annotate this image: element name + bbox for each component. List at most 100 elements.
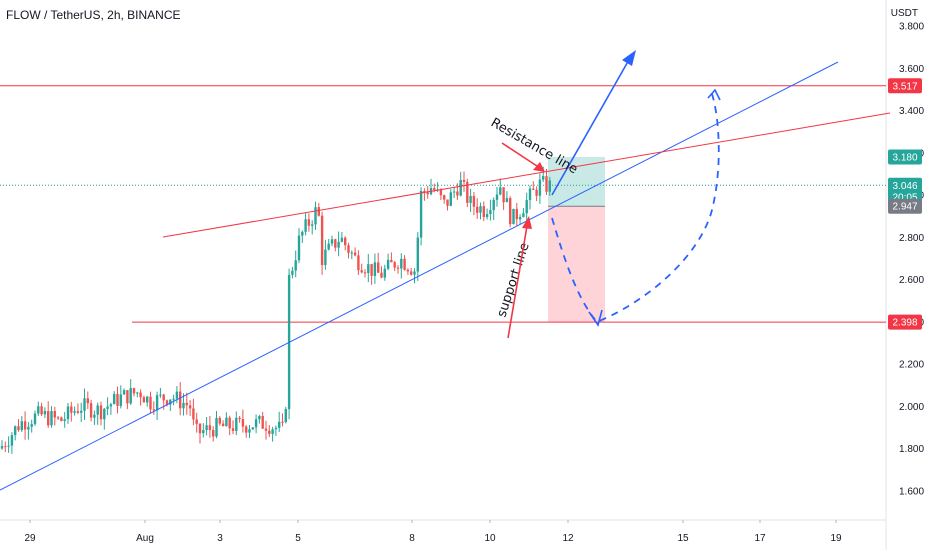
candle-body xyxy=(195,419,198,424)
time-tick-label: 3 xyxy=(217,533,223,544)
candle xyxy=(386,253,390,271)
candle-body xyxy=(89,403,93,418)
candle xyxy=(502,187,505,211)
candle-body xyxy=(268,430,271,434)
candle xyxy=(396,264,400,274)
candle xyxy=(383,264,386,281)
candle xyxy=(241,409,245,433)
candle xyxy=(367,253,370,283)
candle-body xyxy=(122,390,126,395)
candle xyxy=(439,188,443,201)
candle xyxy=(218,416,221,426)
candle xyxy=(106,397,109,416)
candle xyxy=(485,208,489,220)
candle xyxy=(182,393,185,416)
candle-body xyxy=(482,206,485,218)
candle xyxy=(512,208,515,225)
candle-body xyxy=(182,402,185,409)
candle xyxy=(344,236,347,251)
candle xyxy=(505,191,509,203)
candle xyxy=(297,228,301,264)
candle xyxy=(93,410,96,425)
candle-body xyxy=(198,423,202,434)
candle-body xyxy=(357,255,360,271)
candle xyxy=(53,406,56,426)
time-tick-label: 5 xyxy=(295,533,301,544)
candle-body xyxy=(50,411,53,426)
candle xyxy=(261,411,264,429)
candle-body xyxy=(126,390,129,404)
chart-title: FLOW / TetherUS, 2h, BINANCE xyxy=(6,8,181,22)
candle-body xyxy=(93,414,96,418)
candle-body xyxy=(396,267,400,269)
candle-body xyxy=(443,195,446,200)
candle xyxy=(271,426,274,442)
candle xyxy=(334,238,337,252)
candle-body xyxy=(337,241,340,248)
candle-body xyxy=(472,195,476,207)
candle-body xyxy=(83,398,86,411)
candle-body xyxy=(162,394,165,401)
candle-body xyxy=(60,417,63,421)
candle xyxy=(314,201,317,230)
candle xyxy=(99,401,103,426)
candle-body xyxy=(47,411,50,426)
candle xyxy=(142,395,146,403)
candle-body xyxy=(462,179,466,182)
candle-body xyxy=(202,430,205,434)
candle-body xyxy=(228,417,231,429)
resistance-pointer-arrow xyxy=(501,142,541,169)
candle-body xyxy=(106,406,109,409)
candle xyxy=(545,168,548,195)
candle xyxy=(357,250,360,276)
candle-body xyxy=(205,425,208,431)
candle-body xyxy=(419,190,423,238)
candle-body xyxy=(27,426,30,430)
time-axis[interactable]: 29 Aug 3 5 8 10 12 15 17 19 xyxy=(24,520,842,544)
candle xyxy=(231,420,235,435)
candle xyxy=(287,268,291,420)
candle-body xyxy=(330,239,334,244)
candle xyxy=(291,266,294,279)
candle xyxy=(320,211,324,275)
candle xyxy=(172,394,175,406)
candle xyxy=(139,389,142,406)
candle xyxy=(33,410,37,426)
candle-body xyxy=(20,421,23,431)
candle xyxy=(495,186,499,207)
candle-body xyxy=(334,239,337,248)
candle xyxy=(327,238,330,251)
candle-body xyxy=(116,393,119,406)
candle-body xyxy=(360,270,363,273)
candle-body xyxy=(245,426,248,433)
candle xyxy=(50,406,53,428)
candle xyxy=(235,411,238,436)
candle xyxy=(443,194,446,204)
candle xyxy=(126,389,129,410)
candle-body xyxy=(502,187,505,203)
candle xyxy=(43,407,47,419)
candle xyxy=(129,379,132,405)
candle-body xyxy=(139,392,142,398)
price-axis[interactable]: 1.6001.8002.0002.2002.4002.6002.8003.000… xyxy=(888,22,924,498)
candle xyxy=(80,402,83,422)
price-badge: 3.180 xyxy=(888,149,922,165)
candle-body xyxy=(175,391,179,399)
candle-body xyxy=(456,191,459,196)
candle xyxy=(215,410,218,439)
price-badge-label: 3.046 xyxy=(892,181,917,192)
candle xyxy=(56,415,60,420)
candle-body xyxy=(297,235,301,261)
candle-body xyxy=(241,419,245,427)
candle xyxy=(136,391,139,398)
candle-body xyxy=(459,179,462,196)
candle-body xyxy=(96,405,99,415)
candle-body xyxy=(403,258,406,270)
candle-body xyxy=(63,419,66,421)
candle xyxy=(122,388,126,395)
candle-body xyxy=(340,237,344,242)
candle xyxy=(109,402,113,415)
candle xyxy=(380,266,383,279)
candle-body xyxy=(23,421,27,430)
